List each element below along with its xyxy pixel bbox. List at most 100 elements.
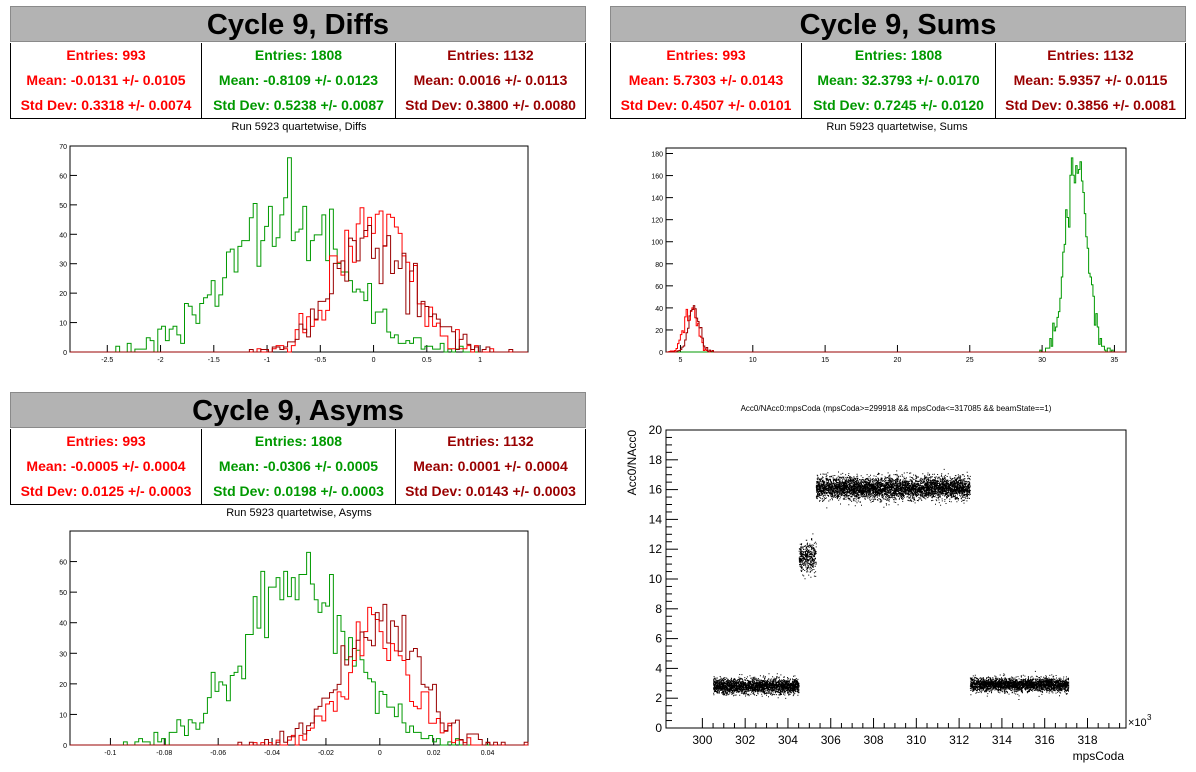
x-tick-label: 5 — [679, 357, 683, 364]
y-tick-label: 50 — [59, 203, 67, 210]
y-tick-label: 30 — [59, 262, 67, 269]
y-axis-label: Acc0/NAcc0 — [625, 430, 639, 496]
y-tick-label: 6 — [655, 632, 662, 646]
x-tick-label: 0 — [378, 750, 382, 757]
y-tick-label: 18 — [649, 453, 663, 467]
x-tick-label: -2.5 — [101, 357, 113, 364]
y-tick-label: 60 — [59, 560, 67, 567]
x-tick-label: 15 — [821, 357, 829, 364]
histogram-series — [666, 307, 1126, 353]
x-tick-label: 1 — [478, 357, 482, 364]
y-tick-label: 0 — [659, 350, 663, 357]
diffs-stats-darkred: Entries: 1132 Mean: 0.0016 +/- 0.0113 St… — [395, 43, 586, 119]
asyms-title: Cycle 9, Asyms — [10, 392, 586, 428]
y-tick-label: 30 — [59, 651, 67, 658]
mean-label: Mean: 32.3793 +/- 0.0170 — [817, 72, 980, 88]
y-tick-label: 4 — [655, 661, 662, 675]
histogram-series — [666, 157, 1126, 353]
x-tick-label: 312 — [949, 733, 969, 747]
diffs-histogram: 0 10 20 30 40 50 60 70 -2.5 -2 -1.5 -1 -0.5 0 0.5 1 — [59, 144, 529, 364]
x-multiplier-exponent: 3 — [1147, 713, 1152, 722]
y-tick-label: 40 — [59, 232, 67, 239]
sums-stats-red: Entries: 993 Mean: 5.7303 +/- 0.0143 Std… — [610, 43, 802, 119]
x-axis-label: mpsCoda — [1073, 749, 1125, 763]
stddev-label: Std Dev: 0.0125 +/- 0.0003 — [20, 483, 192, 499]
entries-label: Entries: 1132 — [1047, 47, 1134, 63]
x-tick-label: -0.5 — [314, 357, 326, 364]
mean-label: Mean: -0.0005 +/- 0.0004 — [26, 458, 186, 474]
mean-label: Mean: -0.8109 +/- 0.0123 — [218, 72, 379, 88]
x-tick-label: 0.5 — [422, 357, 432, 364]
scatter-title: Acc0/NAcc0:mpsCoda (mpsCoda>=299918 && m… — [741, 404, 1052, 413]
histogram-series — [70, 224, 528, 353]
x-tick-label: 0.02 — [427, 750, 441, 757]
y-tick-label: 160 — [651, 174, 663, 181]
y-tick-label: 50 — [59, 590, 67, 597]
entries-label: Entries: 1132 — [447, 433, 534, 449]
asyms-stats-red: Entries: 993 Mean: -0.0005 +/- 0.0004 St… — [10, 429, 202, 505]
asyms-subtitle: Run 5923 quartetwise, Asyms — [226, 507, 372, 519]
y-tick-label: 20 — [59, 682, 67, 689]
y-tick-label: 14 — [649, 512, 663, 526]
stddev-label: Std Dev: 0.3800 +/- 0.0080 — [405, 97, 576, 113]
stddev-label: Std Dev: 0.3318 +/- 0.0074 — [20, 97, 192, 113]
mean-label: Mean: -0.0131 +/- 0.0105 — [26, 72, 186, 88]
y-tick-label: 16 — [649, 483, 663, 497]
y-tick-label: 10 — [59, 712, 67, 719]
x-tick-label: -0.02 — [318, 750, 334, 757]
sums-panel: Cycle 9, Sums Entries: 993 Mean: 5.7303 … — [598, 0, 1196, 390]
stddev-label: Std Dev: 0.5238 +/- 0.0087 — [213, 97, 384, 113]
asyms-histogram: 0 10 20 30 40 50 60 -0.1 -0.08 -0.06 -0.04 -0.02 0 0.… — [59, 530, 529, 757]
x-tick-label: 314 — [992, 733, 1012, 747]
scatter-plot: Acc0/NAcc0:mpsCoda (mpsCoda>=299918 && m… — [625, 404, 1152, 763]
y-tick-label: 40 — [655, 306, 663, 313]
y-tick-label: 40 — [59, 621, 67, 628]
sums-stats-darkred: Entries: 1132 Mean: 5.9357 +/- 0.0115 St… — [995, 43, 1186, 119]
entries-label: Entries: 1132 — [447, 47, 534, 63]
x-tick-label: 300 — [692, 733, 712, 747]
sums-stats-box: Entries: 993 Mean: 5.7303 +/- 0.0143 Std… — [610, 43, 1186, 119]
x-tick-label: 318 — [1077, 733, 1097, 747]
mean-label: Mean: 0.0001 +/- 0.0004 — [413, 458, 568, 474]
sums-stats-green: Entries: 1808 Mean: 32.3793 +/- 0.0170 S… — [801, 43, 996, 119]
x-tick-label: -1 — [264, 357, 270, 364]
y-tick-label: 0 — [655, 721, 662, 735]
x-tick-label: 0 — [372, 357, 376, 364]
sums-subtitle: Run 5923 quartetwise, Sums — [826, 121, 968, 133]
entries-label: Entries: 1808 — [254, 47, 343, 63]
y-tick-label: 120 — [651, 218, 663, 225]
x-tick-label: 308 — [864, 733, 884, 747]
y-tick-label: 8 — [655, 602, 662, 616]
x-tick-label: -1.5 — [208, 357, 220, 364]
y-tick-label: 20 — [649, 423, 663, 437]
y-tick-label: 10 — [59, 321, 67, 328]
mean-label: Mean: -0.0306 +/- 0.0005 — [218, 458, 379, 474]
stddev-label: Std Dev: 0.7245 +/- 0.0120 — [813, 97, 984, 113]
y-tick-label: 2 — [655, 691, 662, 705]
histogram-series — [70, 157, 528, 353]
mean-label: Mean: 0.0016 +/- 0.0113 — [413, 72, 568, 88]
x-tick-label: 302 — [735, 733, 755, 747]
entries-label: Entries: 993 — [66, 433, 146, 449]
diffs-subtitle: Run 5923 quartetwise, Diffs — [231, 121, 367, 133]
x-tick-label: -0.04 — [264, 750, 280, 757]
x-tick-label: -0.08 — [156, 750, 172, 757]
histogram-series — [70, 603, 529, 746]
entries-label: Entries: 1808 — [254, 433, 343, 449]
x-tick-label: 310 — [906, 733, 926, 747]
y-tick-label: 12 — [649, 542, 663, 556]
scatter-points — [713, 468, 1070, 700]
y-tick-label: 100 — [651, 240, 663, 247]
x-tick-label: -2 — [157, 357, 163, 364]
stddev-label: Std Dev: 0.0143 +/- 0.0003 — [405, 483, 576, 499]
x-tick-label: 304 — [778, 733, 798, 747]
plot-frame — [69, 145, 529, 353]
diffs-panel: Cycle 9, Diffs Entries: 993 Mean: -0.013… — [0, 0, 598, 390]
x-multiplier-label: ×10 — [1128, 717, 1147, 729]
entries-label: Entries: 993 — [66, 47, 146, 63]
y-tick-label: 20 — [59, 291, 67, 298]
y-tick-label: 80 — [655, 262, 663, 269]
histogram-series — [70, 551, 528, 746]
asyms-stats-box: Entries: 993 Mean: -0.0005 +/- 0.0004 St… — [10, 429, 586, 505]
x-tick-label: 10 — [749, 357, 757, 364]
